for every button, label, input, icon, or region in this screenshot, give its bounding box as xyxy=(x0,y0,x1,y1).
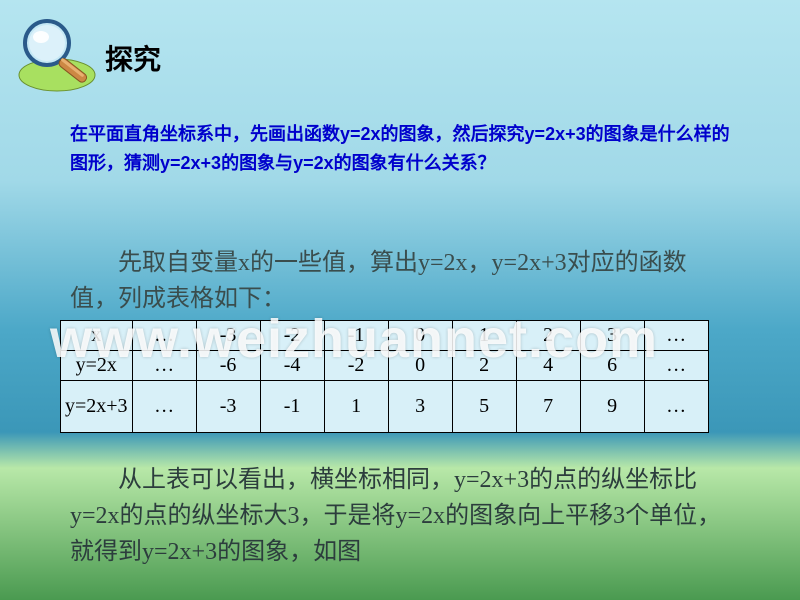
row-header: y=2x xyxy=(61,351,133,381)
table-row-y2x3: y=2x+3 … -3 -1 1 3 5 7 9 … xyxy=(61,381,709,433)
magnifier-icon xyxy=(15,15,100,95)
row-header: y=2x+3 xyxy=(61,381,133,433)
conclusion-text: 从上表可以看出，横坐标相同，y=2x+3的点的纵坐标比y=2x的点的纵坐标大3，… xyxy=(70,462,735,570)
table-row-x: x … -3 -2 -1 0 1 2 3 … xyxy=(61,321,709,351)
question-text: 在平面直角坐标系中，先画出函数y=2x的图象，然后探究y=2x+3的图象是什么样… xyxy=(70,120,730,178)
table-row-y2x: y=2x … -6 -4 -2 0 2 4 6 … xyxy=(61,351,709,381)
row-header: x xyxy=(61,321,133,351)
intro-text: 先取自变量x的一些值，算出y=2x，y=2x+3对应的函数值，列成表格如下： xyxy=(70,245,730,317)
data-table: x … -3 -2 -1 0 1 2 3 … y=2x … -6 -4 -2 0… xyxy=(60,320,709,433)
section-title: 探究 xyxy=(105,38,161,78)
